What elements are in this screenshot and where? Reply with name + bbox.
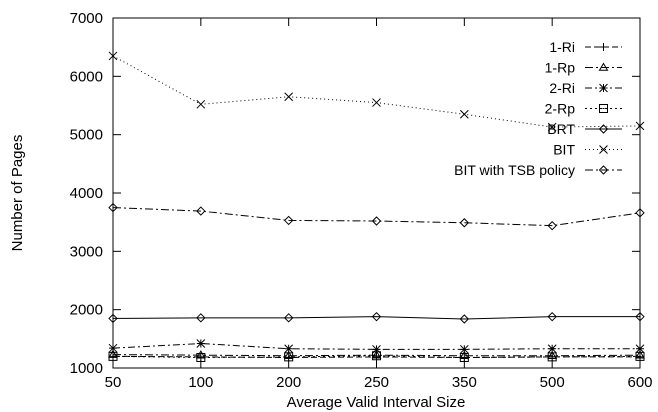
- legend-item: 2-Rp: [545, 101, 622, 117]
- legend-label: 2-Ri: [549, 80, 575, 96]
- data-point: [635, 344, 645, 354]
- data-point: [459, 109, 469, 119]
- data-point: [371, 216, 382, 226]
- y-tick-label: 2000: [70, 302, 103, 319]
- x-tick-label: 100: [188, 374, 213, 391]
- y-tick-label: 5000: [70, 127, 103, 144]
- x-tick-label: 600: [627, 374, 652, 391]
- legend-item: 1-Ri: [549, 39, 622, 55]
- data-point: [372, 344, 381, 354]
- data-point: [108, 313, 118, 324]
- series-2-rp: [108, 351, 645, 362]
- data-point: [547, 350, 558, 360]
- y-tick-label: 4000: [70, 185, 103, 202]
- legend-label: 1-Rp: [545, 60, 576, 76]
- series-1-ri: [109, 352, 644, 362]
- legend-marker: [599, 104, 608, 113]
- axis-ticks: 1000 2000 3000 4000 5000 6000 7000 50 100 200 250 3…: [70, 10, 653, 391]
- data-point: [196, 99, 206, 109]
- data-point: [196, 352, 205, 361]
- legend-label: BIT with TSB policy: [454, 162, 575, 178]
- series-line: [112, 316, 640, 320]
- x-tick-label: 350: [452, 374, 477, 391]
- legend-item: 1-Rp: [545, 60, 622, 76]
- data-point: [283, 350, 294, 360]
- legend-item: BRT: [547, 121, 622, 137]
- data-point: [371, 350, 382, 359]
- legend-marker: [599, 83, 608, 93]
- legend-marker: [598, 165, 609, 175]
- x-tick-label: 500: [540, 374, 565, 391]
- x-tick-label: 200: [276, 374, 301, 391]
- data-point: [635, 208, 645, 218]
- legend-label: 2-Rp: [545, 101, 576, 117]
- data-point: [547, 352, 557, 362]
- data-point: [284, 344, 294, 354]
- data-point: [284, 352, 294, 362]
- data-point: [108, 351, 118, 361]
- data-point: [547, 344, 557, 354]
- data-point: [459, 344, 469, 354]
- data-point: [547, 122, 557, 132]
- legend-marker: [599, 43, 608, 51]
- data-point: [635, 351, 645, 361]
- data-point: [371, 311, 382, 322]
- series-1-rp: [108, 349, 645, 360]
- series-line: [112, 207, 641, 227]
- data-point: [196, 353, 206, 362]
- legend-marker: [598, 62, 609, 71]
- legend-marker: [598, 124, 609, 134]
- y-tick-label: 1000: [70, 360, 103, 377]
- data-point: [635, 121, 645, 131]
- legend: 1-Ri 1-Rp 2-Ri 2-Rp BRT BIT BIT with TSB polic…: [454, 39, 622, 178]
- legend-label: BIT: [553, 142, 575, 158]
- x-tick-label: 250: [364, 374, 389, 391]
- legend-label: 1-Ri: [549, 39, 575, 55]
- series-bit: [108, 51, 645, 132]
- series-2-ri: [108, 339, 645, 354]
- data-point: [459, 350, 470, 360]
- series-brt: [108, 311, 645, 324]
- y-tick-label: 6000: [70, 68, 103, 85]
- y-axis-title: Number of Pages: [9, 135, 26, 252]
- x-axis-title: Average Valid Interval Size: [287, 394, 466, 411]
- data-point: [283, 215, 294, 226]
- data-point: [108, 349, 118, 358]
- data-point: [636, 352, 644, 361]
- series-lines: [108, 51, 645, 362]
- data-point: [547, 311, 557, 322]
- data-point: [196, 206, 206, 216]
- data-point: [108, 343, 118, 353]
- x-tick-label: 50: [105, 374, 122, 391]
- data-point: [459, 218, 470, 228]
- data-point: [196, 313, 206, 323]
- series-line: [112, 354, 641, 357]
- data-point: [284, 92, 294, 102]
- legend-marker: [599, 145, 608, 154]
- data-point: [635, 311, 645, 322]
- series-bit-with-tsb-policy: [108, 202, 645, 231]
- legend-item: BIT: [553, 142, 622, 158]
- data-point: [547, 220, 557, 231]
- data-point: [635, 350, 645, 359]
- y-tick-label: 7000: [70, 10, 103, 27]
- y-tick-label: 3000: [70, 243, 103, 260]
- data-point: [459, 314, 470, 324]
- data-point: [108, 202, 118, 213]
- data-point: [284, 353, 293, 362]
- legend-label: BRT: [547, 121, 575, 137]
- data-point: [196, 339, 206, 348]
- data-point: [283, 313, 294, 323]
- data-point: [459, 353, 469, 362]
- data-point: [372, 351, 381, 361]
- legend-item: 2-Ri: [549, 80, 622, 96]
- data-point: [108, 51, 118, 61]
- data-point: [372, 98, 381, 107]
- legend-item: BIT with TSB policy: [454, 162, 622, 178]
